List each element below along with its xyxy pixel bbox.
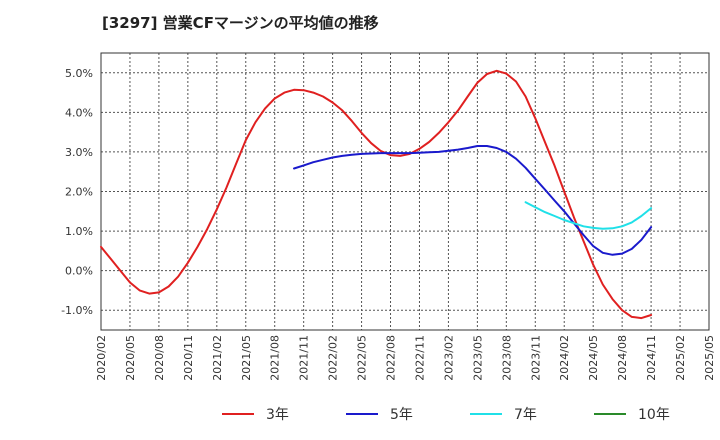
x-tick-label: 2021/11 <box>298 335 311 381</box>
y-axis-tick-labels: 5.0% 4.0% 3.0% 2.0% 1.0% 0.0% -1.0% <box>61 67 93 317</box>
y-tick-label: 5.0% <box>65 67 93 80</box>
x-tick-label: 2020/08 <box>153 335 166 381</box>
x-tick-label: 2023/02 <box>442 335 455 381</box>
x-tick-label: 2021/02 <box>211 335 224 381</box>
x-tick-label: 2024/08 <box>616 335 629 381</box>
x-tick-label: 2023/08 <box>500 335 513 381</box>
chart-title: [3297] 営業CFマージンの平均値の推移 <box>102 14 379 32</box>
x-tick-label: 2021/05 <box>240 335 253 381</box>
legend: 3年 5年 7年 10年 <box>222 407 670 423</box>
x-tick-label: 2023/11 <box>529 335 542 381</box>
x-tick-label: 2022/11 <box>413 335 426 381</box>
x-axis-tick-labels: 2020/02 2020/05 2020/08 2020/11 2021/02 2021/… <box>95 335 716 381</box>
legend-label: 10年 <box>638 407 670 423</box>
y-tick-label: -1.0% <box>61 304 93 317</box>
series-lines <box>100 69 653 320</box>
y-tick-label: 1.0% <box>65 225 93 238</box>
x-tick-label: 2020/02 <box>95 335 108 381</box>
x-tick-label: 2022/08 <box>385 335 398 381</box>
series-line <box>100 69 653 320</box>
x-tick-label: 2024/11 <box>645 335 658 381</box>
legend-label: 5年 <box>390 407 413 423</box>
series-line <box>524 201 653 230</box>
x-tick-label: 2025/02 <box>674 335 687 381</box>
y-gridlines <box>101 72 709 311</box>
x-tick-label: 2022/05 <box>356 335 369 381</box>
y-tick-label: 0.0% <box>65 265 93 278</box>
legend-label: 7年 <box>514 407 537 423</box>
x-tick-label: 2024/02 <box>558 335 571 381</box>
x-tick-label: 2023/05 <box>471 335 484 381</box>
y-tick-label: 2.0% <box>65 186 93 199</box>
x-tick-label: 2021/08 <box>269 335 282 381</box>
series-line <box>293 145 653 256</box>
x-tick-label: 2024/05 <box>587 335 600 381</box>
x-tick-label: 2020/05 <box>124 335 137 381</box>
y-tick-label: 4.0% <box>65 106 93 119</box>
legend-label: 3年 <box>266 407 289 423</box>
x-tick-label: 2022/02 <box>327 335 340 381</box>
x-tick-label: 2020/11 <box>182 335 195 381</box>
x-tick-label: 2025/05 <box>703 335 716 381</box>
y-tick-label: 3.0% <box>65 146 93 159</box>
plot-frame <box>100 52 710 331</box>
